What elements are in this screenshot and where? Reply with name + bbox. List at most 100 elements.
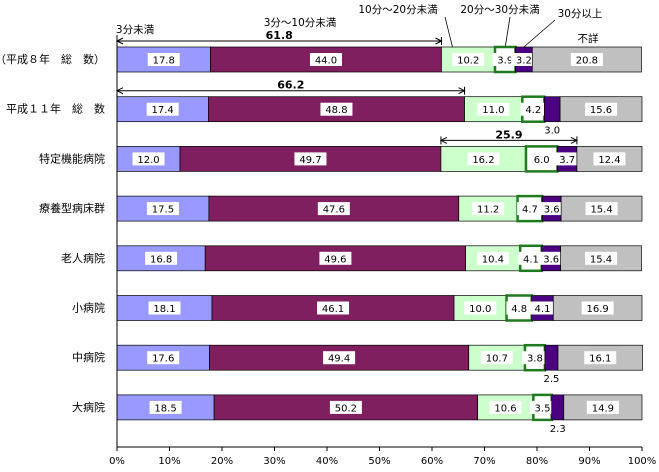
value-label-box — [520, 102, 547, 116]
below-value-label: 2.5 — [543, 374, 559, 385]
value-label: 3.9 — [497, 56, 513, 67]
value-label: 3.7 — [559, 155, 575, 166]
bar-row: 18.5 50.2 10.6 3.5 14.9 2.3 — [116, 393, 643, 435]
category-label: （平成８年 総 数） — [0, 52, 105, 66]
category-label: 大病院 — [72, 400, 105, 414]
bar-segment — [211, 295, 455, 321]
value-label-box — [147, 351, 180, 365]
value-label: 3.5 — [535, 403, 551, 414]
value-label: 4.1 — [523, 254, 539, 265]
value-label: 11.0 — [482, 105, 504, 116]
value-label: 4.1 — [535, 304, 551, 315]
bracket-arrow — [570, 136, 579, 144]
value-label: 3.8 — [527, 354, 543, 365]
value-label-box — [319, 251, 352, 265]
category-label: 療養型病床群 — [39, 201, 105, 215]
value-label-box — [529, 301, 556, 315]
value-label: 10.7 — [486, 354, 508, 365]
legend-leader — [523, 19, 556, 48]
bracket-arrow — [435, 37, 443, 45]
bracket-arrow — [439, 136, 448, 144]
category-label: 小病院 — [72, 301, 105, 315]
value-label-box — [554, 152, 580, 166]
value-label-box — [581, 301, 614, 315]
legend-label: 10分～20分未満 — [358, 4, 438, 16]
category-labels: （平成８年 総 数） 平成１１年 総 数特定機能病院療養型病床群老人病院小病院中病… — [0, 52, 105, 414]
x-tick-label: 10% — [158, 456, 180, 467]
value-label: 48.8 — [325, 105, 347, 116]
value-label: 17.5 — [152, 205, 174, 216]
value-label-box — [593, 152, 626, 166]
value-label: 50.2 — [335, 403, 357, 414]
value-label-box — [329, 400, 362, 414]
value-label-box — [320, 102, 353, 116]
value-label-box — [529, 400, 556, 414]
legend-label: 不詳 — [578, 32, 599, 45]
value-label: 47.6 — [323, 205, 345, 216]
value-label-box — [584, 351, 617, 365]
value-label-box — [585, 102, 618, 116]
value-label-box — [585, 251, 618, 265]
value-label: 14.9 — [592, 403, 614, 414]
value-label-box — [522, 351, 548, 365]
x-tick-label: 80% — [526, 456, 548, 467]
x-tick-label: 70% — [473, 456, 495, 467]
value-label: 3.6 — [543, 254, 559, 265]
value-label: 49.4 — [328, 354, 350, 365]
x-tick-label: 40% — [316, 456, 338, 467]
x-tick-label: 90% — [578, 456, 600, 467]
bar-segment — [559, 96, 643, 123]
category-label: 中病院 — [72, 350, 105, 364]
value-label-box — [506, 301, 532, 315]
value-label-box — [317, 301, 350, 315]
value-label: 15.6 — [590, 105, 612, 116]
value-label: 10.2 — [457, 56, 479, 67]
value-label: 15.4 — [590, 254, 612, 265]
value-label: 4.7 — [522, 205, 538, 216]
value-label-box — [477, 102, 510, 116]
value-label-box — [146, 102, 179, 116]
value-label: 17.8 — [153, 56, 175, 67]
value-label: 17.4 — [152, 105, 174, 116]
value-label-box — [146, 202, 179, 216]
value-label-box — [511, 53, 537, 66]
below-value-label: 2.3 — [550, 424, 566, 435]
value-label-box — [538, 202, 565, 216]
bar-row: 17.4 48.8 11.0 4.2 15.6 3.0 — [116, 95, 643, 137]
bracket-label: 61.8 — [266, 29, 293, 42]
value-label: 10.4 — [482, 254, 504, 265]
value-label-box — [323, 351, 356, 365]
value-label: 16.1 — [589, 354, 611, 365]
bar-segment — [544, 344, 559, 371]
value-label: 20.8 — [576, 56, 598, 67]
bar-row: 12.0 49.7 16.2 6.0 3.7 12.4 — [116, 145, 643, 173]
value-label: 16.8 — [150, 254, 172, 265]
value-label-box — [570, 53, 603, 66]
bar-row: 17.6 49.4 10.7 3.8 16.1 2.5 — [116, 343, 643, 385]
bar-row: 16.8 49.6 10.4 4.1 3.6 15.4 — [116, 244, 642, 273]
value-label: 12.0 — [137, 155, 159, 166]
legend-leader — [504, 16, 511, 48]
value-label-box — [476, 251, 509, 265]
x-tick-label: 100% — [628, 456, 657, 467]
value-label-box — [294, 152, 327, 166]
x-tick-label: 0% — [109, 456, 125, 467]
bar-segment — [116, 195, 210, 222]
value-label-box — [452, 53, 485, 66]
bar-segment — [543, 96, 561, 123]
value-label: 49.6 — [324, 254, 346, 265]
value-label: 3.6 — [544, 205, 560, 216]
value-label-box — [528, 152, 555, 166]
value-label: 3.2 — [516, 56, 532, 67]
value-label: 17.6 — [152, 354, 174, 365]
bracket-arrow — [458, 87, 466, 95]
value-label-box — [309, 53, 342, 66]
value-label-box — [517, 202, 543, 216]
category-label: 老人病院 — [61, 251, 105, 265]
value-label-box — [147, 53, 180, 66]
x-tick-label: 20% — [211, 456, 233, 467]
value-label-box — [149, 400, 182, 414]
x-axis: 0% 10% 20% 30% 40% 50% 60% 70% 80% 90% 100% — [109, 35, 656, 467]
value-label: 12.4 — [598, 155, 620, 166]
